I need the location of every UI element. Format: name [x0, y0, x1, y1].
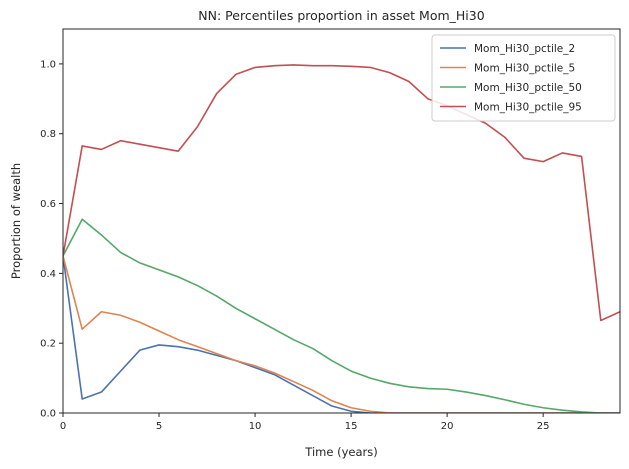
legend: Mom_Hi30_pctile_2 Mom_Hi30_pctile_5 Mom_Hi…: [431, 34, 616, 122]
legend-entry-label: Mom_Hi30_pctile_50: [474, 82, 582, 94]
legend-entry-label: Mom_Hi30_pctile_95: [474, 102, 582, 114]
x-tick-label: 25: [537, 421, 550, 432]
axes-frame: [62, 28, 621, 414]
x-tick-label: 0: [60, 421, 66, 432]
plot-area: 0 5 10 15 20 25 0.0 0.2 0.4 0.6 0.8 1.0 Mom_Hi30_pct…: [40, 28, 621, 432]
x-tick-label: 5: [156, 421, 162, 432]
y-tick-label: 0.4: [40, 269, 56, 280]
series-line-mom-hi30-pctile-95: [63, 64, 620, 322]
x-tick-label: 20: [441, 421, 454, 432]
y-tick-label: 0.0: [40, 409, 56, 420]
y-axis-label: Proportion of wealth: [9, 163, 23, 279]
x-tick-label: 10: [249, 421, 262, 432]
series-line-mom-hi30-pctile-5: [63, 255, 620, 413]
legend-entry-label: Mom_Hi30_pctile_2: [474, 43, 575, 55]
x-tick-label: 15: [345, 421, 358, 432]
series-lines: [63, 64, 620, 413]
series-line-mom-hi30-pctile-2: [63, 255, 620, 413]
y-tick-label: 1.0: [40, 59, 56, 70]
legend-box: [431, 34, 616, 122]
series-line-mom-hi30-pctile-50: [63, 218, 620, 413]
y-tick-label: 0.6: [40, 199, 56, 210]
y-tick-label: 0.8: [40, 129, 56, 140]
chart-title: NN: Percentiles proportion in asset Mom_…: [198, 8, 484, 23]
legend-entry-label: Mom_Hi30_pctile_5: [474, 63, 575, 75]
y-tick-label: 0.2: [40, 339, 56, 350]
x-axis-label: Time (years): [304, 445, 377, 459]
